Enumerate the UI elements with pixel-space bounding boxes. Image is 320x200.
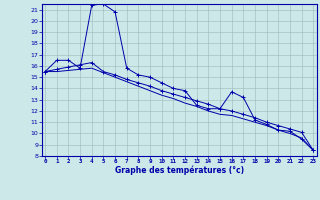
X-axis label: Graphe des températures (°c): Graphe des températures (°c) [115,166,244,175]
